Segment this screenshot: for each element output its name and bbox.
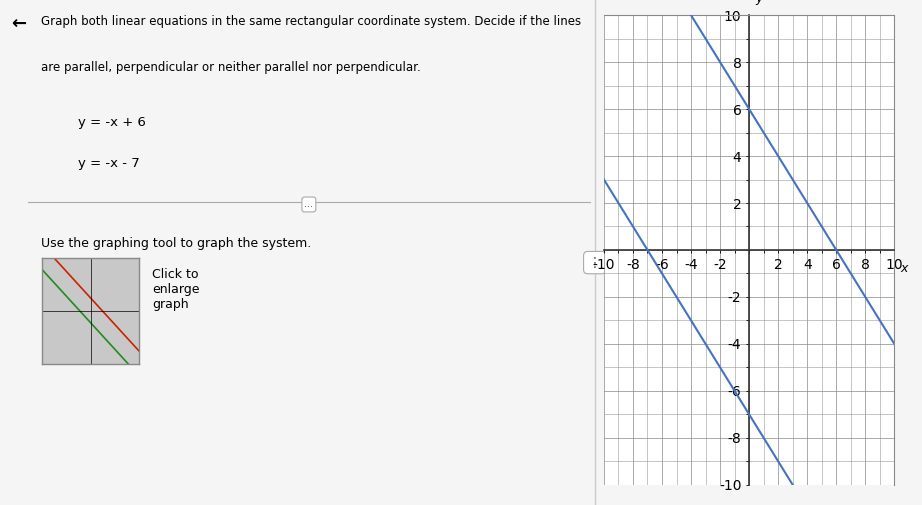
Text: x: x [901,262,908,275]
Text: Use the graphing tool to graph the system.: Use the graphing tool to graph the syste… [41,237,312,250]
Text: y = -x + 6: y = -x + 6 [78,116,147,129]
Text: ←: ← [11,15,26,33]
Text: Graph both linear equations in the same rectangular coordinate system. Decide if: Graph both linear equations in the same … [41,15,582,28]
Text: ⋮: ⋮ [587,256,602,270]
Text: y: y [755,0,762,5]
Text: are parallel, perpendicular or neither parallel nor perpendicular.: are parallel, perpendicular or neither p… [41,61,421,74]
Text: Click to
enlarge
graph: Click to enlarge graph [152,268,200,311]
Text: y = -x - 7: y = -x - 7 [78,157,140,170]
Text: ...: ... [304,199,313,210]
